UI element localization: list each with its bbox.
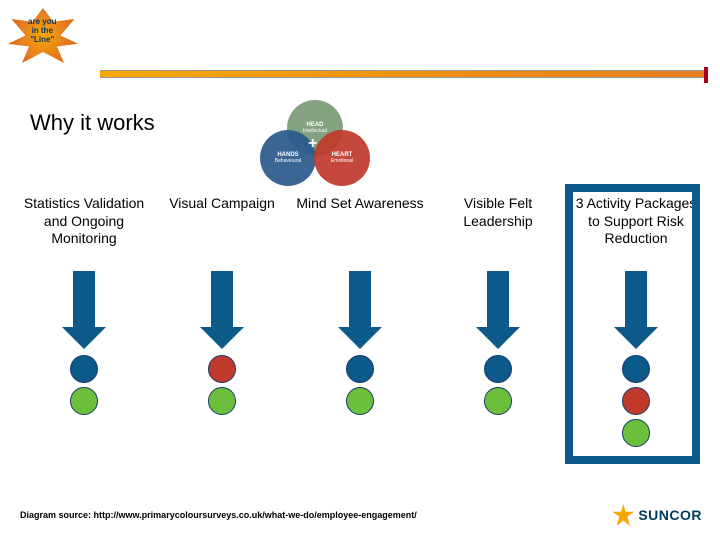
logo-text: are you in the "Line" — [28, 18, 56, 44]
dot-stack — [70, 355, 98, 415]
arrow-head — [200, 327, 244, 349]
dot — [484, 355, 512, 383]
arrow-head — [62, 327, 106, 349]
arrow-head — [338, 327, 382, 349]
column-label: 3 Activity Packages to Support Risk Redu… — [572, 195, 700, 265]
column-label: Statistics Validation and Ongoing Monito… — [20, 195, 148, 265]
brand-burst-icon — [612, 504, 634, 526]
dot — [346, 387, 374, 415]
column-label: Visual Campaign — [169, 195, 275, 265]
columns-row: Statistics Validation and Ongoing Monito… — [20, 195, 700, 447]
column-mindset: Mind Set Awareness — [296, 195, 424, 447]
arrow-shaft — [487, 271, 509, 327]
dot — [346, 355, 374, 383]
dot — [484, 387, 512, 415]
down-arrow-icon — [200, 271, 244, 349]
dot-stack — [346, 355, 374, 415]
dot — [208, 387, 236, 415]
down-arrow-icon — [338, 271, 382, 349]
dot-stack — [484, 355, 512, 415]
brand-name: SUNCOR — [638, 507, 702, 523]
dot — [622, 355, 650, 383]
column-leadership: Visible Felt Leadership — [434, 195, 562, 447]
logo-line1: are you — [28, 17, 56, 26]
arrow-head — [476, 327, 520, 349]
down-arrow-icon — [62, 271, 106, 349]
footer-citation: Diagram source: http://www.primarycolour… — [20, 510, 417, 520]
arrow-shaft — [211, 271, 233, 327]
venn-plus-icon: + — [308, 135, 317, 153]
column-statistics: Statistics Validation and Ongoing Monito… — [20, 195, 148, 447]
down-arrow-icon — [476, 271, 520, 349]
venn-diagram: HEADIntellectual HANDSBehavioural HEARTE… — [260, 100, 370, 180]
page-title: Why it works — [30, 110, 155, 136]
dot-stack — [622, 355, 650, 447]
brand-logo: SUNCOR — [612, 504, 702, 526]
logo-line3: "Line" — [30, 35, 54, 44]
arrow-shaft — [625, 271, 647, 327]
arrow-group — [62, 271, 106, 415]
arrow-head — [614, 327, 658, 349]
dot — [622, 419, 650, 447]
dot — [70, 355, 98, 383]
arrow-group — [476, 271, 520, 415]
column-label: Visible Felt Leadership — [434, 195, 562, 265]
column-activity-packages: 3 Activity Packages to Support Risk Redu… — [572, 195, 700, 447]
column-visual-campaign: Visual Campaign — [158, 195, 286, 447]
arrow-group — [200, 271, 244, 415]
dot — [208, 355, 236, 383]
venn-circle-heart: HEARTEmotional — [314, 130, 370, 186]
corner-logo: are you in the "Line" — [8, 8, 98, 63]
logo-line2: in the — [32, 26, 53, 35]
arrow-group — [338, 271, 382, 415]
dot-stack — [208, 355, 236, 415]
header-accent-bar — [100, 70, 706, 78]
column-label: Mind Set Awareness — [296, 195, 423, 265]
arrow-group — [614, 271, 658, 447]
arrow-shaft — [349, 271, 371, 327]
down-arrow-icon — [614, 271, 658, 349]
dot — [70, 387, 98, 415]
arrow-shaft — [73, 271, 95, 327]
dot — [622, 387, 650, 415]
